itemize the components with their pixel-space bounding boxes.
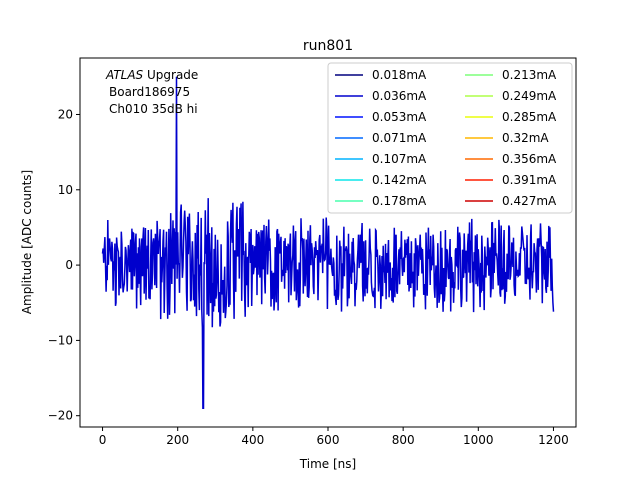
legend-label: 0.107mA	[372, 152, 427, 166]
x-tick-label: 200	[166, 433, 189, 447]
legend-box	[327, 62, 573, 214]
y-tick-label: 0	[65, 258, 73, 272]
legend-label: 0.249mA	[502, 89, 557, 103]
legend-label: 0.053mA	[372, 110, 427, 124]
annotation-board: Board186975	[109, 85, 190, 99]
annotation-atlas: ATLAS	[105, 68, 144, 82]
legend-label: 0.356mA	[502, 152, 557, 166]
annotation-channel: Ch010 35dB hi	[109, 102, 198, 116]
x-tick-label: 1200	[538, 433, 569, 447]
svg-text:ATLAS Upgrade: ATLAS Upgrade	[105, 68, 198, 82]
x-tick-label: 0	[99, 433, 107, 447]
legend-label: 0.391mA	[502, 173, 557, 187]
y-tick-label: 20	[58, 107, 73, 121]
legend: 0.018mA 0.036mA 0.053mA 0.071mA 0.107mA 0.142…	[327, 62, 573, 214]
legend-label: 0.213mA	[502, 68, 557, 82]
x-tick-label: 600	[317, 433, 340, 447]
legend-label: 0.427mA	[502, 194, 557, 208]
x-tick-label: 800	[392, 433, 415, 447]
y-tick-label: 10	[58, 183, 73, 197]
x-tick-label: 400	[241, 433, 264, 447]
legend-label: 0.285mA	[502, 110, 557, 124]
legend-label: 0.178mA	[372, 194, 427, 208]
y-tick-label: −10	[48, 333, 73, 347]
waveform-line	[101, 76, 555, 409]
legend-label: 0.142mA	[372, 173, 427, 187]
x-axis-label: Time [ns]	[299, 457, 356, 471]
x-tick-label: 1000	[463, 433, 494, 447]
annotation: ATLAS Upgrade Board186975 Ch010 35dB hi	[105, 68, 198, 116]
annotation-upgrade: Upgrade	[143, 68, 198, 82]
legend-label: 0.071mA	[372, 131, 427, 145]
chart-title: run801	[303, 38, 353, 54]
legend-label: 0.036mA	[372, 89, 427, 103]
legend-label: 0.32mA	[502, 131, 549, 145]
legend-label: 0.018mA	[372, 68, 427, 82]
y-axis-label: Amplitude [ADC counts]	[20, 170, 34, 314]
y-tick-label: −20	[48, 409, 73, 423]
